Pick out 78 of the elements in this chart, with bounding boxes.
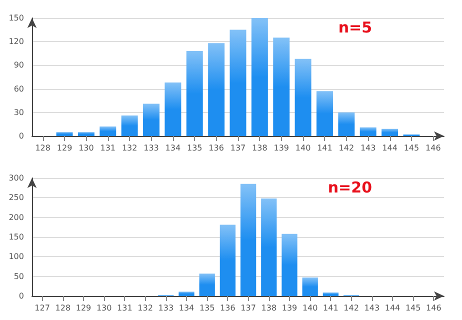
x-tick-label: 131 — [100, 144, 116, 152]
x-tick-label: 143 — [364, 304, 380, 312]
bar — [302, 278, 318, 296]
x-tick-label: 146 — [426, 144, 441, 152]
x-tick-label: 143 — [360, 144, 376, 152]
bar — [338, 112, 355, 136]
x-tick-label: 139 — [282, 304, 298, 312]
bar — [121, 116, 138, 136]
bar — [199, 274, 215, 296]
x-tick-label: 140 — [295, 144, 311, 152]
x-tick-label: 142 — [344, 304, 359, 312]
x-tick-label: 129 — [76, 304, 92, 312]
x-tick-label: 133 — [158, 304, 174, 312]
x-tick-label: 144 — [384, 304, 400, 312]
bar — [273, 38, 290, 136]
x-tick-label: 129 — [56, 144, 72, 152]
x-tick-label: 130 — [78, 144, 94, 152]
y-tick-label: 0 — [18, 292, 24, 300]
bar — [316, 91, 333, 136]
bar — [220, 224, 236, 296]
y-tick-label: 60 — [14, 84, 24, 94]
x-tick-label: 132 — [122, 144, 138, 152]
x-tick-label: 137 — [230, 144, 246, 152]
annotation: n=20 — [328, 178, 372, 196]
x-tick-label: 141 — [317, 144, 332, 152]
bar — [251, 18, 268, 136]
y-tick-label: 200 — [8, 212, 24, 222]
bar — [282, 234, 298, 296]
y-tick-label: 30 — [14, 108, 24, 117]
x-tick-label: 134 — [165, 144, 181, 152]
x-tick-label: 133 — [144, 144, 159, 152]
bar — [240, 184, 256, 296]
x-tick-label: 145 — [405, 304, 421, 312]
bar — [382, 128, 398, 136]
bar — [208, 43, 225, 136]
y-tick-label: 150 — [8, 232, 24, 242]
bar — [261, 198, 277, 296]
x-tick-label: 131 — [117, 304, 132, 312]
bar — [186, 51, 203, 136]
x-tick-label: 136 — [220, 304, 236, 312]
x-tick-label: 128 — [35, 144, 50, 152]
x-tick-label: 134 — [178, 304, 194, 312]
bar — [100, 126, 116, 136]
y-tick-label: 0 — [18, 132, 24, 140]
x-tick-label: 130 — [96, 304, 112, 312]
x-tick-label: 132 — [138, 304, 153, 312]
y-tick-label: 100 — [8, 252, 24, 262]
bar — [294, 58, 312, 136]
y-tick-label: 300 — [8, 174, 24, 182]
x-tick-label: 145 — [404, 144, 420, 152]
bar — [178, 292, 194, 296]
x-tick-label: 138 — [261, 304, 277, 312]
x-tick-label: 127 — [34, 304, 50, 312]
x-tick-label: 141 — [323, 304, 338, 312]
bar — [360, 127, 376, 136]
y-tick-label: 50 — [14, 272, 24, 281]
x-tick-label: 140 — [302, 304, 318, 312]
bar — [322, 292, 339, 296]
x-tick-label: 139 — [274, 144, 290, 152]
bar — [164, 82, 182, 136]
y-tick-label: 250 — [8, 193, 24, 202]
x-tick-label: 144 — [382, 144, 398, 152]
bar — [230, 30, 246, 136]
bar — [78, 132, 94, 136]
x-tick-label: 137 — [240, 304, 256, 312]
x-tick-label: 138 — [252, 144, 268, 152]
y-tick-label: 120 — [8, 37, 24, 46]
x-tick-label: 135 — [186, 144, 202, 152]
y-tick-label: 90 — [14, 60, 24, 70]
x-tick-label: 128 — [55, 304, 71, 312]
y-tick-label: 150 — [8, 14, 24, 22]
bar — [143, 104, 160, 136]
x-tick-label: 135 — [199, 304, 215, 312]
bar — [56, 132, 73, 136]
x-tick-label: 136 — [208, 144, 224, 152]
x-tick-label: 146 — [426, 304, 442, 312]
x-tick-label: 142 — [338, 144, 354, 152]
annotation: n=5 — [338, 18, 372, 36]
